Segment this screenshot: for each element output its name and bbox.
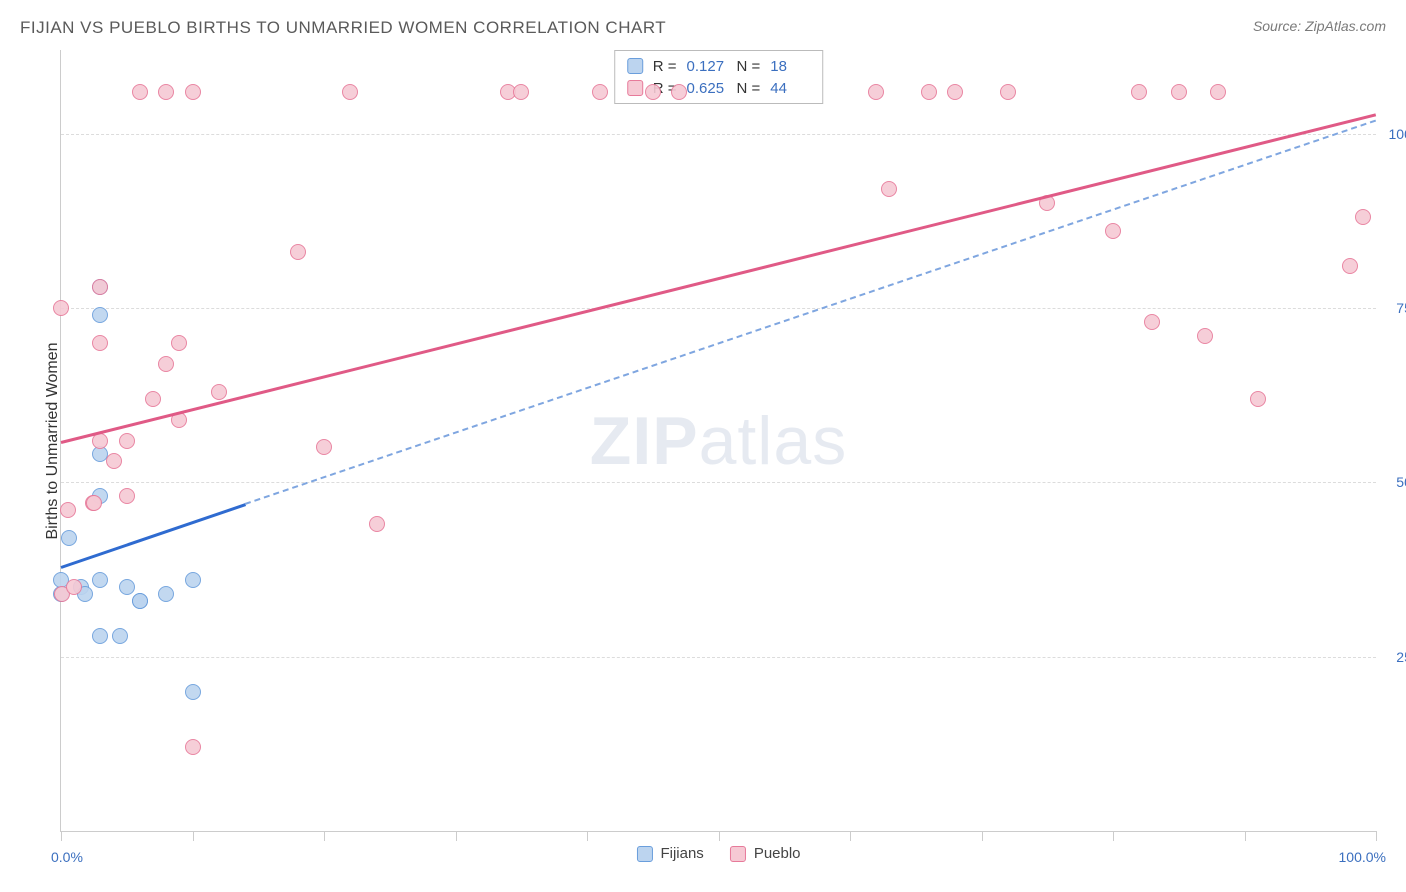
swatch-fijians [627,58,643,74]
stat-n-label: N = [737,80,761,97]
scatter-point [53,300,69,316]
legend-swatch-fijians [636,846,652,862]
stat-n-pueblo: 44 [770,80,810,97]
xtick [719,831,720,841]
scatter-point [290,244,306,260]
scatter-point [316,439,332,455]
scatter-point [1144,314,1160,330]
scatter-point [1342,258,1358,274]
scatter-point [132,593,148,609]
scatter-point [171,335,187,351]
scatter-point [92,279,108,295]
xtick [1245,831,1246,841]
xtick [456,831,457,841]
scatter-point [112,628,128,644]
scatter-point [92,572,108,588]
scatter-point [1210,84,1226,100]
x-min-label: 0.0% [51,849,83,865]
gridline [61,657,1376,658]
trend-line-dashed [245,120,1377,505]
stat-r-pueblo: 0.625 [687,80,727,97]
scatter-point [1355,209,1371,225]
scatter-point [86,495,102,511]
legend-item-fijians: Fijians [636,845,703,862]
scatter-point [1250,391,1266,407]
scatter-point [1131,84,1147,100]
ytick-label: 75.0% [1380,300,1406,316]
scatter-point [1000,84,1016,100]
swatch-pueblo [627,80,643,96]
chart-title: FIJIAN VS PUEBLO BIRTHS TO UNMARRIED WOM… [20,18,666,37]
scatter-point [868,84,884,100]
gridline [61,482,1376,483]
scatter-point [921,84,937,100]
scatter-point [158,586,174,602]
trend-line [61,503,246,569]
scatter-point [92,628,108,644]
scatter-point [671,84,687,100]
watermark-zip: ZIP [590,403,699,479]
scatter-point [645,84,661,100]
scatter-point [881,181,897,197]
scatter-point [158,356,174,372]
ytick-label: 50.0% [1380,474,1406,490]
xtick [587,831,588,841]
scatter-point [185,684,201,700]
ytick-label: 25.0% [1380,649,1406,665]
plot-container: ZIPatlas R = 0.127 N = 18 R = 0.625 N = … [60,50,1376,832]
xtick [324,831,325,841]
legend-label-pueblo: Pueblo [754,845,801,862]
scatter-point [158,84,174,100]
scatter-point [119,433,135,449]
source-label: Source: ZipAtlas.com [1253,18,1386,34]
scatter-point [211,384,227,400]
title-bar: FIJIAN VS PUEBLO BIRTHS TO UNMARRIED WOM… [20,18,1386,42]
scatter-point [185,84,201,100]
scatter-point [1171,84,1187,100]
scatter-point [947,84,963,100]
legend-label-fijians: Fijians [660,845,703,862]
scatter-point [92,307,108,323]
scatter-point [342,84,358,100]
scatter-point [61,530,77,546]
legend-item-pueblo: Pueblo [730,845,801,862]
xtick [1113,831,1114,841]
gridline [61,134,1376,135]
stat-r-label: R = [653,58,677,75]
stat-n-fijians: 18 [770,58,810,75]
plot-area: ZIPatlas R = 0.127 N = 18 R = 0.625 N = … [60,50,1376,832]
xtick [850,831,851,841]
scatter-point [185,739,201,755]
scatter-point [66,579,82,595]
xtick [982,831,983,841]
scatter-point [592,84,608,100]
xtick [61,831,62,841]
scatter-point [1105,223,1121,239]
gridline [61,308,1376,309]
scatter-point [1197,328,1213,344]
stats-row-fijians: R = 0.127 N = 18 [627,55,811,77]
scatter-point [92,335,108,351]
scatter-point [369,516,385,532]
stat-r-fijians: 0.127 [687,58,727,75]
scatter-point [119,488,135,504]
xtick [193,831,194,841]
x-axis-legend: Fijians Pueblo [636,845,800,862]
ytick-label: 100.0% [1380,126,1406,142]
stat-n-label: N = [737,58,761,75]
legend-swatch-pueblo [730,846,746,862]
scatter-point [60,502,76,518]
x-max-label: 100.0% [1339,849,1386,865]
scatter-point [145,391,161,407]
trend-line [61,113,1377,444]
watermark: ZIPatlas [590,402,847,480]
watermark-atlas: atlas [699,403,848,479]
scatter-point [119,579,135,595]
xtick [1376,831,1377,841]
scatter-point [132,84,148,100]
scatter-point [513,84,529,100]
scatter-point [106,453,122,469]
scatter-point [185,572,201,588]
